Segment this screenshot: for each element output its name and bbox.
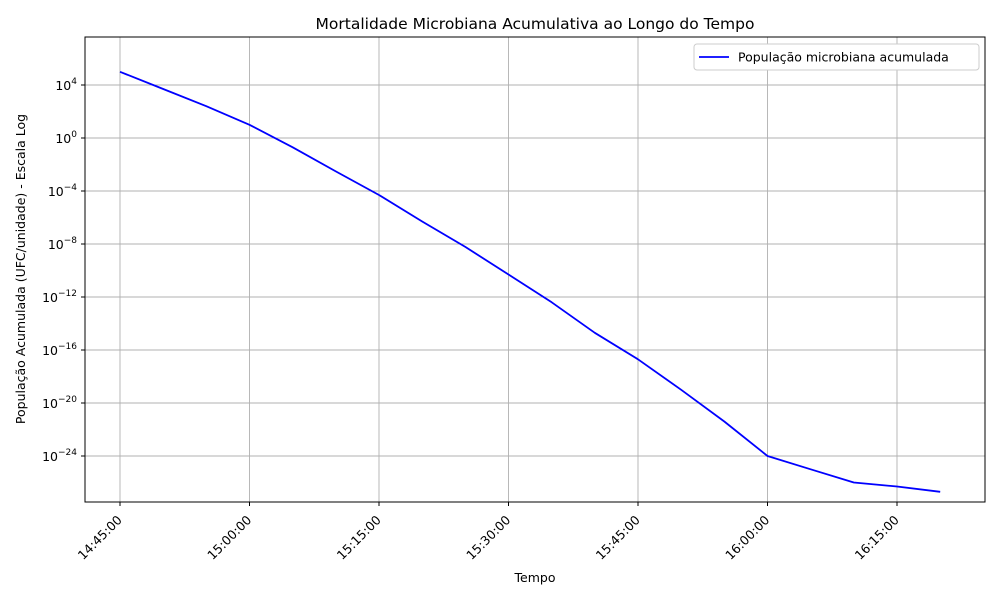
x-tick-label: 15:45:00 <box>593 512 643 562</box>
y-tick-label: 10−12 <box>42 289 77 305</box>
x-tick-label: 14:45:00 <box>75 512 125 562</box>
y-tick-base: 10 <box>42 396 58 411</box>
x-tick-label: 15:15:00 <box>334 512 384 562</box>
svg-text:100: 100 <box>55 130 77 146</box>
plot-frame <box>84 36 986 503</box>
y-tick-exponent: 0 <box>71 130 77 140</box>
svg-text:10−8: 10−8 <box>48 236 77 252</box>
x-tick-label: 16:15:00 <box>852 512 902 562</box>
svg-text:104: 104 <box>55 77 77 93</box>
y-tick-exponent: −24 <box>58 448 77 458</box>
chart-title: Mortalidade Microbiana Acumulativa ao Lo… <box>316 15 755 33</box>
svg-text:10−12: 10−12 <box>42 289 77 305</box>
svg-text:10−20: 10−20 <box>42 395 77 411</box>
y-tick-label: 10−4 <box>48 183 77 199</box>
y-tick-exponent: −12 <box>58 289 77 299</box>
y-tick-label: 10−20 <box>42 395 77 411</box>
svg-text:10−4: 10−4 <box>48 183 77 199</box>
x-tick-label: 16:00:00 <box>722 512 772 562</box>
x-tick-label: 15:30:00 <box>463 512 513 562</box>
y-tick-base: 10 <box>42 343 58 358</box>
y-tick-label: 10−8 <box>48 236 77 252</box>
y-tick-base: 10 <box>48 237 64 252</box>
legend-label: População microbiana acumulada <box>738 50 949 65</box>
y-tick-exponent: −8 <box>64 236 78 246</box>
series-line <box>119 70 941 493</box>
y-tick-label: 10−24 <box>42 448 77 464</box>
y-tick-exponent: −16 <box>58 342 77 352</box>
y-tick-base: 10 <box>55 131 71 146</box>
y-tick-base: 10 <box>42 449 58 464</box>
y-tick-exponent: −20 <box>58 395 77 405</box>
svg-text:10−16: 10−16 <box>42 342 77 358</box>
y-tick-exponent: −4 <box>64 183 78 193</box>
legend: População microbiana acumulada <box>693 43 980 71</box>
y-tick-base: 10 <box>42 290 58 305</box>
y-tick-base: 10 <box>55 78 71 93</box>
y-axis-label: População Acumulada (UFC/unidade) - Esca… <box>13 114 28 424</box>
legend-box <box>693 43 980 71</box>
y-tick-label: 100 <box>55 130 77 146</box>
y-tick-base: 10 <box>48 184 64 199</box>
x-tick-label: 15:00:00 <box>204 512 254 562</box>
y-tick-label: 104 <box>55 77 77 93</box>
x-axis-label: Tempo <box>514 570 556 585</box>
y-tick-exponent: 4 <box>71 77 77 87</box>
y-tick-label: 10−16 <box>42 342 77 358</box>
svg-text:10−24: 10−24 <box>42 448 77 464</box>
